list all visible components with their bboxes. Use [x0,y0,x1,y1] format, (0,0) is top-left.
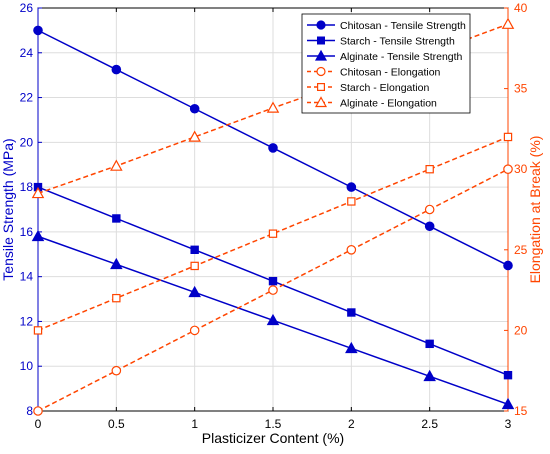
legend-entry: Starch - Elongation [307,82,429,94]
data-point [425,165,434,174]
data-point [268,276,278,286]
series-3 [33,164,513,416]
legend-marker [317,82,326,91]
left-y-tick-label: 12 [20,314,34,328]
right-y-tick-label: 30 [514,162,528,176]
legend-entry: Starch - Tensile Strength [307,36,455,48]
left-y-tick-label: 20 [20,135,34,149]
data-point [268,143,278,153]
legend: Chitosan - Tensile Strength Starch - Tens… [301,13,471,114]
data-point [110,257,123,270]
legend-marker [317,36,326,45]
legend-label: Alginate - Tensile Strength [340,51,463,63]
data-point [110,159,123,171]
data-point [31,186,45,199]
left-y-tick-label: 10 [20,359,34,373]
legend-label: Chitosan - Elongation [340,67,441,79]
legend-entry: Chitosan - Tensile Strength [307,20,466,32]
x-tick-label: 2.5 [421,417,438,431]
data-point [425,339,434,349]
data-point [501,397,515,410]
data-point [188,130,201,142]
legend-label: Alginate - Elongation [340,98,437,110]
left-y-tick-label: 8 [26,404,33,418]
right-y-tick-label: 15 [514,404,528,418]
left-y-tick-label: 14 [20,270,34,284]
data-point [189,103,200,114]
data-point [423,369,436,382]
left-y-axis-title: Tensile Strength (MPa) [0,138,16,280]
legend-entry: Alginate - Elongation [307,96,437,110]
series-4 [33,132,513,335]
legend-marker [314,96,328,108]
left-y-tick-label: 22 [20,91,34,105]
data-point [503,164,513,174]
legend-label: Starch - Elongation [340,82,429,94]
data-point [345,341,358,354]
data-point [33,406,43,416]
data-point [346,245,357,255]
right-y-tick-label: 40 [514,1,528,15]
data-point [503,260,513,271]
legend-marker [316,66,326,77]
legend-label: Chitosan - Tensile Strength [340,20,466,32]
series-0 [33,25,513,271]
data-point [503,370,513,380]
legend-marker [314,49,328,61]
left-y-tick-label: 26 [20,1,34,15]
data-point [190,261,199,271]
legend-label: Starch - Tensile Strength [340,36,455,48]
data-point [266,101,280,113]
right-y-tick-label: 25 [514,243,528,257]
data-point [503,132,513,142]
series-2 [31,229,515,410]
x-tick-label: 0.5 [108,417,125,431]
x-axis-title: Plasticizer Content (%) [202,430,344,446]
x-tick-label: 2 [348,417,355,431]
x-tick-label: 1.5 [265,417,282,431]
data-point [111,64,122,75]
x-tick-label: 3 [505,417,512,431]
legend-entry: Alginate - Tensile Strength [307,49,463,63]
right-y-axis-title: Elongation at Break (%) [527,136,543,284]
right-y-tick-label: 20 [514,323,528,337]
data-point [111,365,122,376]
x-tick-label: 0 [35,417,42,431]
left-y-tick-label: 16 [20,225,34,239]
left-y-tick-label: 18 [20,180,34,194]
data-point [347,197,356,206]
data-point [112,293,121,303]
data-point [266,313,280,326]
data-point [33,25,43,36]
data-point [347,308,356,317]
data-point [188,285,201,298]
data-point [31,229,45,242]
series-1 [33,182,513,380]
legend-marker [316,20,326,30]
axis-ticks: 0 0.5 1 1.5 2 2.5 3 8 10 12 14 16 18 20 22 24 26 15 20 25 30… [20,1,528,431]
x-tick-label: 1 [191,417,198,431]
legend-entry: Chitosan - Elongation [307,67,441,79]
data-point [424,204,435,215]
data-point [268,229,278,238]
data-point [501,17,515,29]
data-point [190,245,199,254]
data-point [424,221,435,232]
legend-box [301,13,471,114]
data-point [268,285,278,295]
data-point [189,325,200,336]
right-y-tick-label: 35 [514,82,528,96]
left-y-tick-label: 24 [20,46,34,60]
data-point [112,214,121,223]
data-point [346,182,357,192]
data-point [33,326,43,335]
